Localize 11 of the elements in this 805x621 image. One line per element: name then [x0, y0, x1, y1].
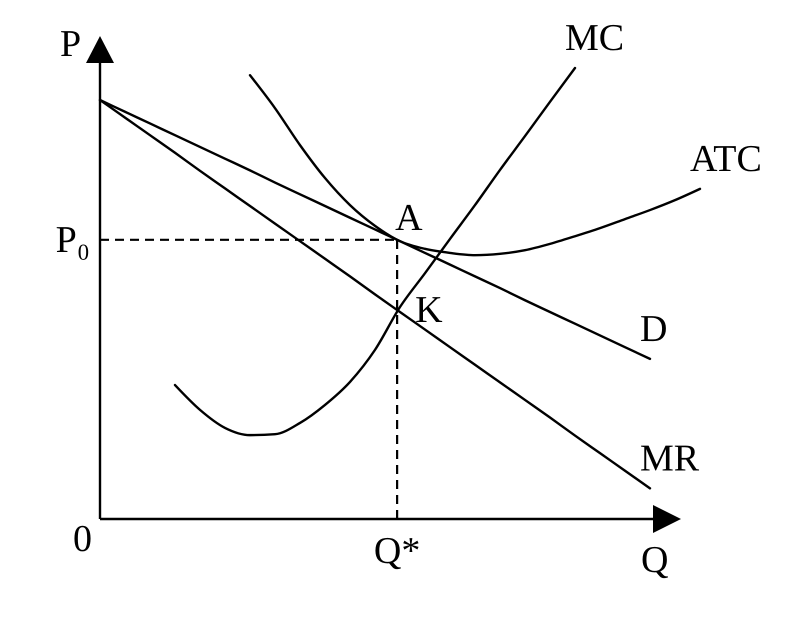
series-label: D: [640, 308, 668, 350]
series-label: MR: [640, 437, 700, 480]
text: Q*: [374, 530, 420, 572]
series-label: ATC: [690, 138, 762, 180]
annotation: K: [415, 288, 444, 331]
y-axis-title: P: [60, 23, 82, 65]
series-label: MC: [565, 17, 624, 59]
annotation: 0: [73, 518, 92, 560]
annotation: A: [395, 196, 424, 239]
ref-line-label: P₀: [56, 218, 90, 261]
x-axis-title: Q: [641, 539, 668, 581]
